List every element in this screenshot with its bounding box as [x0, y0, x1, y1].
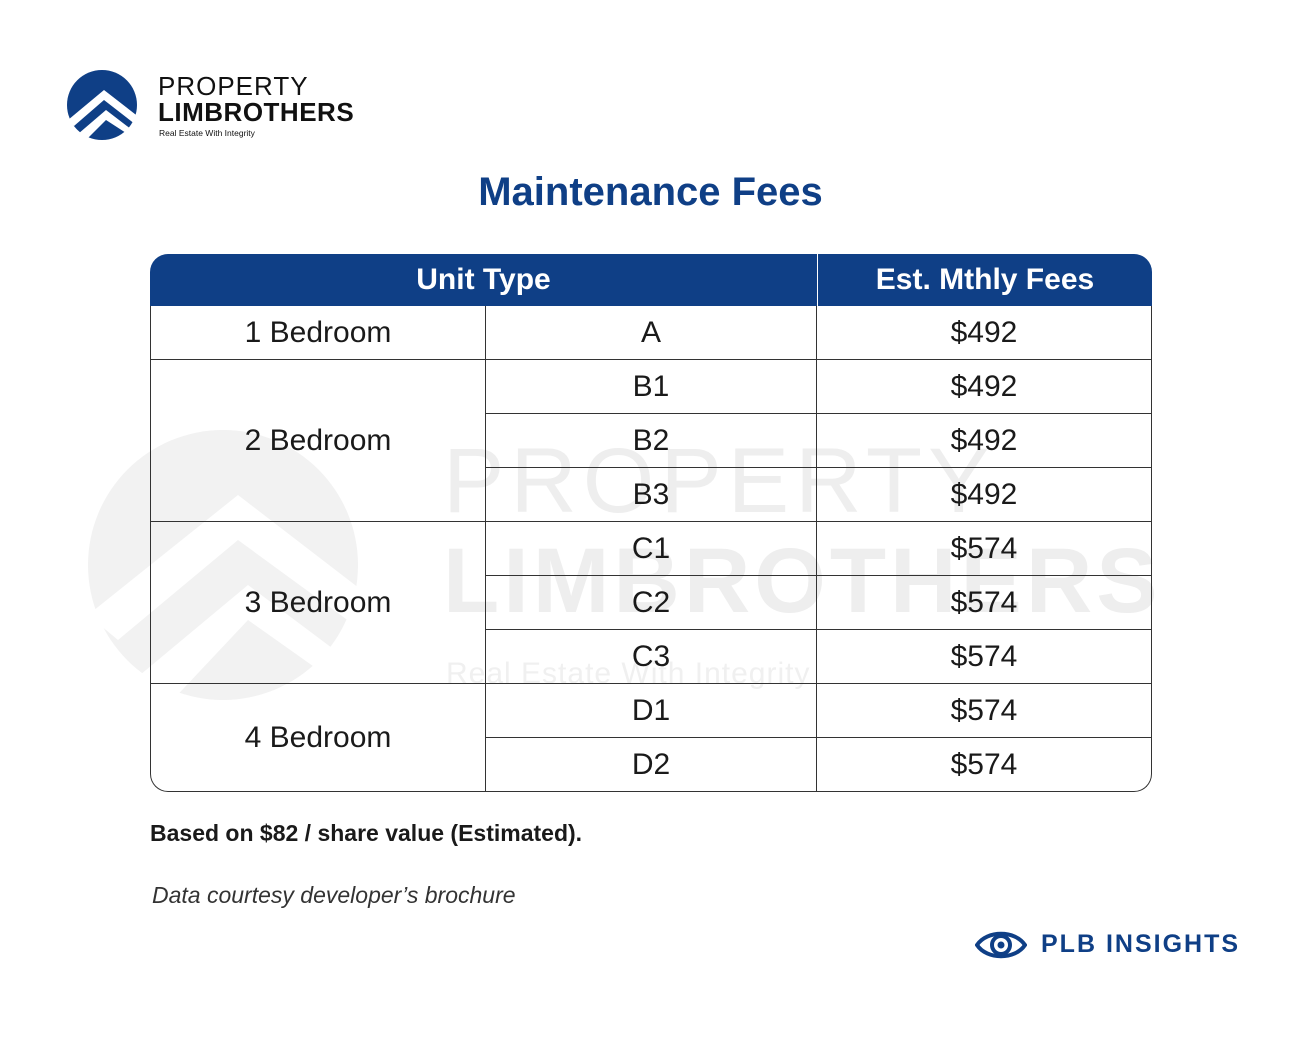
unit-type-cell: D2	[486, 738, 817, 792]
unit-type-cell: C2	[486, 576, 817, 630]
fee-cell: $492	[817, 414, 1152, 468]
page-title: Maintenance Fees	[478, 170, 823, 214]
table-row: B3 $492	[150, 468, 1152, 522]
table-row: C2 $574	[150, 576, 1152, 630]
unit-group-label: 3 Bedroom	[150, 522, 486, 684]
header-unit-type: Unit Type	[150, 254, 817, 306]
table-row: 1 Bedroom A $492	[150, 306, 1152, 360]
fee-cell: $492	[817, 306, 1152, 360]
fee-cell: $574	[817, 630, 1152, 684]
fee-cell: $574	[817, 684, 1152, 738]
eye-icon	[975, 931, 1027, 959]
fee-cell: $574	[817, 738, 1152, 792]
unit-type-cell: C1	[486, 522, 817, 576]
unit-type-cell: B2	[486, 414, 817, 468]
plb-insights-label: PLB INSIGHTS	[1041, 930, 1241, 958]
fee-cell: $574	[817, 522, 1152, 576]
fee-cell: $492	[817, 468, 1152, 522]
unit-group-label: 4 Bedroom	[150, 684, 486, 792]
brand-tagline: Real Estate With Integrity	[159, 128, 255, 138]
plb-insights-badge: PLB INSIGHTS	[975, 926, 1245, 966]
table-row: 4 Bedroom D1 $574	[150, 684, 1152, 792]
fee-cell: $492	[817, 360, 1152, 414]
table-row: B2 $492	[150, 414, 1152, 468]
share-value-note: Based on $82 / share value (Estimated).	[150, 820, 583, 846]
table-row: C3 $574	[150, 630, 1152, 684]
unit-group-label: 2 Bedroom	[150, 360, 486, 522]
unit-type-cell: B1	[486, 360, 817, 414]
table-header-row: Unit Type Est. Mthly Fees	[150, 254, 1152, 306]
brand-name-line1: PROPERTY	[158, 71, 309, 101]
house-roof-logo-icon	[67, 70, 140, 142]
table-row: 2 Bedroom B1 $492	[150, 360, 1152, 522]
table-row: D2 $574	[150, 738, 1152, 792]
brand-name-line2: LIMBROTHERS	[158, 97, 355, 127]
header-est-monthly-fees: Est. Mthly Fees	[817, 254, 1152, 306]
data-source-note: Data courtesy developer’s brochure	[152, 882, 516, 908]
fee-cell: $574	[817, 576, 1152, 630]
unit-type-cell: A	[486, 306, 817, 360]
table-row: 3 Bedroom C1 $574	[150, 522, 1152, 684]
unit-type-cell: D1	[486, 684, 817, 738]
brand-logo: PROPERTY LIMBROTHERS Real Estate With In…	[66, 68, 366, 142]
maintenance-fees-table: Unit Type Est. Mthly Fees 1 Bedroom A $4…	[150, 254, 1152, 792]
unit-type-cell: C3	[486, 630, 817, 684]
unit-group-label: 1 Bedroom	[150, 306, 486, 360]
unit-type-cell: B3	[486, 468, 817, 522]
